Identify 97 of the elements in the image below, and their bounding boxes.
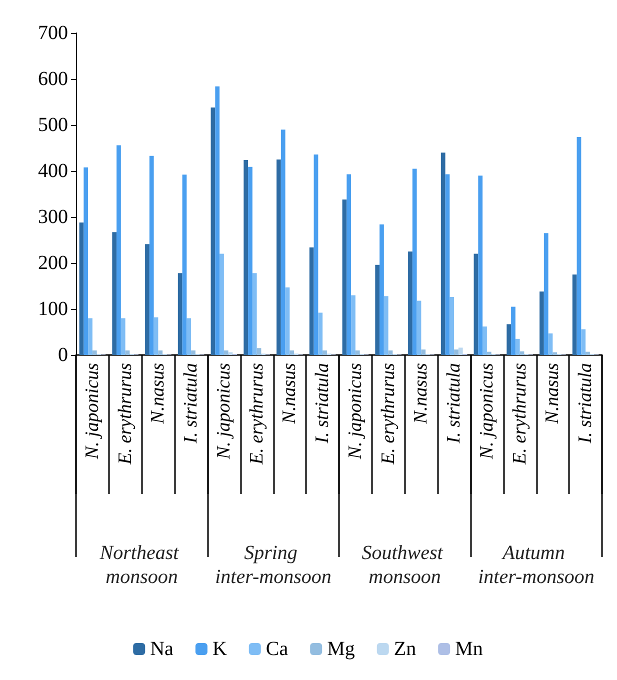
- bar: [158, 350, 163, 355]
- bar: [149, 156, 154, 355]
- bar: [280, 130, 286, 355]
- bar: [256, 348, 262, 355]
- x-tick-label: I. striatula: [444, 363, 465, 444]
- bar: [384, 296, 388, 355]
- y-tick-label: 700: [38, 22, 68, 44]
- text: Southwest monsoon: [362, 542, 448, 588]
- bar: [248, 166, 252, 355]
- bar: [186, 318, 192, 355]
- bar: [88, 318, 92, 355]
- legend-label: Mg: [327, 638, 355, 660]
- bar: [375, 264, 380, 355]
- x-tick-label: E. erythrurus: [509, 363, 530, 466]
- bar: [145, 244, 150, 355]
- x-tick-label: I. striatula: [312, 363, 334, 444]
- bar: [548, 333, 553, 355]
- x-tick-label: E. erythrurus: [378, 363, 399, 466]
- legend-label: Ca: [266, 638, 288, 660]
- bar: [380, 224, 384, 355]
- x-tick-label: N. japonicus: [82, 363, 103, 460]
- bar: [552, 352, 558, 355]
- x-tick-label: N.nasus: [542, 363, 564, 425]
- y-tick-label: 200: [38, 252, 68, 274]
- bar: [478, 176, 483, 355]
- bar: [322, 350, 327, 355]
- bar: [355, 350, 360, 355]
- bar: [178, 273, 182, 355]
- bar: [506, 324, 512, 355]
- legend-label: Na: [150, 638, 174, 660]
- x-tick-label: N.nasus: [148, 363, 169, 425]
- bar: [440, 152, 446, 355]
- bar: [351, 295, 356, 355]
- bar: [450, 297, 454, 355]
- x-tick-label: N. japonicus: [344, 363, 366, 460]
- bar: [120, 318, 126, 355]
- x-tick-label: N. japonicus: [476, 363, 498, 460]
- bar: [154, 317, 158, 355]
- bar: [342, 200, 347, 355]
- bar: [421, 349, 426, 355]
- x-tick-label: N. japonicus: [213, 363, 234, 460]
- legend-label: K: [212, 638, 228, 660]
- bar: [112, 232, 117, 355]
- bar: [454, 349, 458, 355]
- bar: [215, 86, 220, 355]
- bar: [318, 312, 323, 355]
- bar: [314, 154, 318, 355]
- bar: [581, 329, 586, 355]
- bar: [309, 247, 314, 355]
- bar: [445, 174, 450, 355]
- bar: [482, 326, 487, 355]
- bar: [252, 273, 257, 355]
- bar: [79, 222, 84, 355]
- text: Autumn inter-monsoon: [478, 542, 594, 588]
- x-tick-label: N.nasus: [279, 363, 300, 425]
- bar: [486, 352, 492, 355]
- bar: [191, 350, 196, 355]
- bar: [474, 254, 478, 355]
- y-tick-label: 600: [38, 68, 68, 90]
- bar: [285, 287, 290, 355]
- bar: [408, 252, 412, 355]
- bar: [540, 292, 544, 355]
- bar: [92, 350, 97, 355]
- x-tick-label: E. erythrurus: [246, 363, 268, 466]
- y-tick-label: 0: [58, 344, 68, 366]
- bar: [515, 338, 520, 355]
- y-tick-label: 500: [38, 114, 68, 136]
- bar: [576, 136, 582, 355]
- bar: [244, 160, 248, 355]
- bar: [290, 350, 294, 355]
- bar: [572, 274, 577, 355]
- x-tick-label: N.nasus: [410, 363, 432, 425]
- bar: [220, 254, 224, 355]
- bar: [416, 300, 422, 355]
- bar: [586, 352, 590, 355]
- legend-label: Zn: [394, 638, 416, 660]
- bar: [511, 306, 516, 355]
- y-tick-label: 100: [38, 298, 68, 320]
- y-tick-label: 400: [38, 160, 68, 182]
- bar: [346, 174, 352, 355]
- bar: [84, 167, 88, 355]
- x-tick-label: I. striatula: [180, 363, 202, 444]
- text: Northeast monsoon: [98, 542, 184, 588]
- x-tick-label: I. striatula: [575, 363, 596, 444]
- bar: [210, 108, 216, 355]
- bar: [544, 233, 548, 355]
- bar: [116, 145, 121, 355]
- bar: [224, 350, 228, 355]
- bar: [182, 174, 187, 355]
- bar: [412, 168, 417, 355]
- legend-label: Mn: [455, 638, 483, 660]
- y-tick-label: 300: [38, 206, 68, 228]
- x-tick-label: E. erythrurus: [114, 363, 136, 466]
- bar: [276, 160, 281, 355]
- bar: [228, 352, 233, 355]
- text: Spring inter-monsoon: [215, 542, 332, 588]
- bar: [458, 348, 463, 355]
